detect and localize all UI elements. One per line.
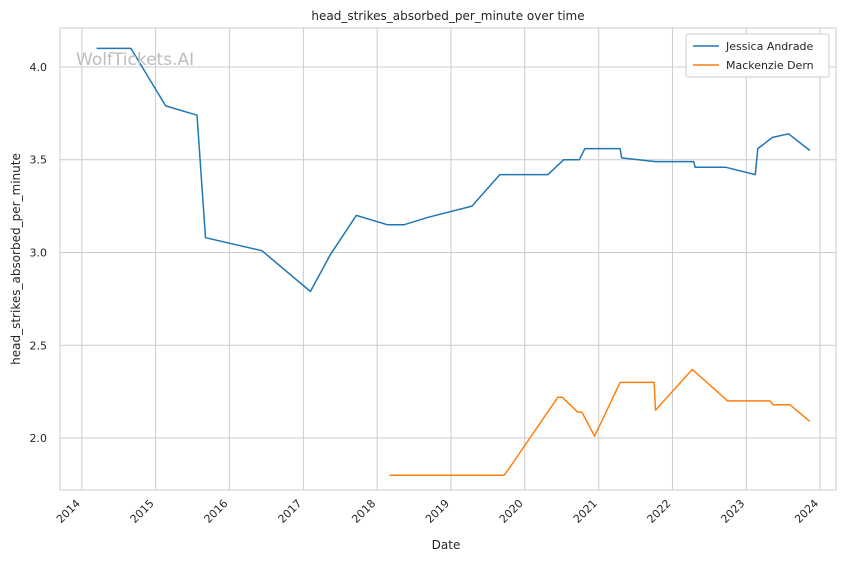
x-tick-label: 2016 — [202, 497, 231, 526]
series-line-mackenzie-dern — [389, 368, 811, 476]
y-tick-label: 3.5 — [30, 154, 48, 167]
y-axis: 2.0 2.5 3.0 3.5 4.0 — [30, 61, 48, 445]
grid — [60, 28, 836, 490]
y-tick-label: 2.0 — [30, 432, 48, 445]
x-tick-label: 2015 — [128, 497, 157, 526]
y-tick-label: 3.0 — [30, 247, 48, 260]
legend-label-jessica-andrade: Jessica Andrade — [725, 40, 814, 53]
y-axis-label: head_strikes_absorbed_per_minute — [9, 153, 23, 365]
x-tick-label: 2019 — [423, 497, 452, 526]
y-tick-label: 4.0 — [30, 61, 48, 74]
x-axis: 2014 2015 2016 2017 2018 2019 2020 2021 2022 2023… — [54, 497, 821, 526]
chart-title: head_strikes_absorbed_per_minute over ti… — [311, 9, 584, 23]
watermark: WolfTickets.AI — [76, 50, 194, 70]
x-tick-label: 2018 — [349, 497, 378, 526]
series-line-jessica-andrade — [96, 47, 811, 293]
x-axis-label: Date — [432, 538, 461, 552]
legend: Jessica Andrade Mackenzie Dern — [685, 33, 830, 78]
x-tick-label: 2024 — [792, 497, 821, 526]
y-tick-label: 2.5 — [30, 339, 48, 352]
x-tick-label: 2023 — [718, 497, 747, 526]
plot-area — [59, 27, 837, 491]
legend-label-mackenzie-dern: Mackenzie Dern — [726, 59, 814, 72]
x-tick-label: 2017 — [276, 497, 305, 526]
x-tick-label: 2020 — [497, 497, 526, 526]
x-tick-label: 2022 — [645, 497, 674, 526]
series-layer — [96, 47, 811, 476]
legend-box — [685, 33, 830, 78]
x-tick-label: 2021 — [571, 497, 600, 526]
x-tick-label: 2014 — [54, 497, 83, 526]
